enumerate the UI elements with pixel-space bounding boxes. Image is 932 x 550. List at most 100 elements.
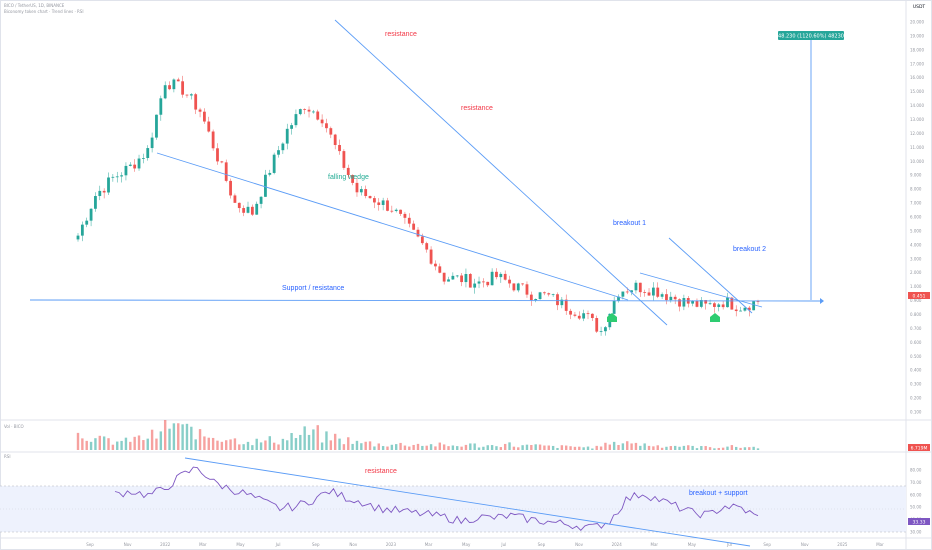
price-tick-label: 5.000 bbox=[910, 228, 922, 233]
volume-bar bbox=[373, 446, 376, 450]
volume-bar bbox=[530, 444, 533, 450]
volume-bar bbox=[364, 441, 367, 450]
volume-bar bbox=[691, 445, 694, 450]
volume-bar bbox=[634, 442, 638, 450]
candle-body bbox=[455, 275, 459, 277]
volume-bar bbox=[116, 441, 119, 450]
volume-bar bbox=[94, 438, 97, 450]
candle-body bbox=[94, 196, 97, 209]
price-tick-label: 14.000 bbox=[910, 103, 924, 108]
annotation-rsi-resistance[interactable]: resistance bbox=[365, 468, 397, 475]
candle-body bbox=[255, 203, 259, 215]
volume-bar bbox=[630, 443, 633, 450]
rsi-value-tag[interactable] bbox=[908, 518, 930, 525]
volume-bar bbox=[652, 446, 655, 450]
volume-bar bbox=[85, 440, 88, 450]
volume-bar bbox=[102, 436, 106, 450]
annotation-support-resistance[interactable]: Support / resistance bbox=[282, 285, 344, 292]
candle-body bbox=[695, 300, 699, 307]
volume-bar bbox=[259, 442, 263, 450]
volume-bar bbox=[246, 441, 250, 450]
volume-bar bbox=[517, 447, 520, 450]
annotation-resistance-mid[interactable]: resistance bbox=[461, 105, 493, 112]
candle-body bbox=[294, 114, 298, 126]
volume-bar bbox=[368, 441, 372, 450]
volume-bar bbox=[573, 446, 577, 450]
wedge-upper-trendline[interactable] bbox=[334, 19, 668, 326]
volume-value-text: 6.719M bbox=[911, 445, 928, 451]
breakout2-lower-trendline[interactable] bbox=[639, 272, 763, 308]
volume-bar bbox=[281, 438, 285, 450]
volume-bar bbox=[155, 438, 158, 450]
candle-body bbox=[407, 217, 411, 224]
wedge-lower-trendline[interactable] bbox=[156, 152, 629, 301]
annotation-resistance-top[interactable]: resistance bbox=[385, 31, 417, 38]
price-tick-label: 16.000 bbox=[910, 75, 924, 80]
symbol-header[interactable]: BICO / TetherUS, 1D, BINANCE bbox=[4, 3, 65, 8]
annotation-rsi-breakout-support[interactable]: breakout + support bbox=[689, 490, 748, 497]
volume-bar bbox=[229, 439, 232, 450]
rsi-resistance-line[interactable] bbox=[184, 457, 751, 547]
volume-series[interactable] bbox=[76, 420, 760, 450]
candle-body bbox=[224, 162, 228, 181]
annotation-falling-wedge[interactable]: falling wedge bbox=[328, 174, 369, 181]
support-resistance-line[interactable] bbox=[29, 299, 821, 302]
candle-body bbox=[508, 279, 511, 284]
volume-bar bbox=[255, 438, 258, 450]
price-tick-label: 11.000 bbox=[910, 145, 924, 150]
candle-body bbox=[499, 273, 503, 278]
volume-bar bbox=[617, 444, 620, 450]
candle-body bbox=[102, 190, 106, 193]
volume-bar bbox=[486, 445, 489, 450]
time-tick-label: 2024 bbox=[612, 542, 623, 547]
candle-body bbox=[634, 282, 638, 291]
volume-bar bbox=[660, 447, 664, 450]
price-tick-label: 2.000 bbox=[910, 270, 922, 275]
volume-bar bbox=[643, 443, 646, 450]
candle-body bbox=[403, 213, 407, 218]
indicator-header[interactable]: Biconomy token chart · Trend lines · RSI bbox=[4, 9, 84, 14]
candle-body bbox=[612, 300, 616, 314]
candle-body bbox=[229, 180, 232, 196]
rsi-line[interactable] bbox=[114, 466, 759, 531]
volume-bar bbox=[159, 431, 163, 450]
candle-body bbox=[473, 283, 477, 288]
candle-body bbox=[447, 279, 450, 282]
breakout1-marker-icon[interactable] bbox=[607, 313, 617, 322]
breakout2-marker-icon[interactable] bbox=[710, 313, 720, 322]
volume-bar bbox=[329, 440, 333, 450]
target-label-box[interactable] bbox=[778, 31, 844, 40]
candle-body bbox=[434, 263, 437, 267]
candle-body bbox=[704, 300, 708, 304]
candle-body bbox=[713, 303, 716, 307]
time-axis[interactable]: Sep Nov 2022 Mar May Jul Sep Nov 2023 Mar May Jul Se… bbox=[86, 542, 884, 547]
volume-bar bbox=[442, 444, 446, 450]
volume-bar bbox=[739, 447, 742, 450]
annotation-breakout-1[interactable]: breakout 1 bbox=[613, 220, 646, 227]
candle-body bbox=[115, 176, 119, 178]
time-tick-label: May bbox=[688, 542, 697, 547]
candle-body bbox=[481, 281, 485, 283]
volume-bar bbox=[312, 429, 315, 450]
price-tick-label: 3.000 bbox=[910, 256, 922, 261]
candle-body bbox=[651, 287, 655, 296]
volume-bar bbox=[678, 446, 681, 450]
price-tick-label: 6.000 bbox=[910, 215, 922, 220]
volume-bar bbox=[490, 445, 494, 450]
time-tick-label: Sep bbox=[312, 542, 320, 547]
price-axis[interactable]: 20.000 19.000 18.000 17.000 16.000 15.000 14.0… bbox=[910, 20, 924, 415]
volume-value-tag[interactable] bbox=[908, 444, 930, 451]
volume-bar bbox=[124, 437, 128, 450]
annotation-breakout-2[interactable]: breakout 2 bbox=[733, 246, 766, 253]
candlestick-series[interactable] bbox=[76, 75, 760, 336]
time-tick-label: Sep bbox=[538, 542, 546, 547]
drawing-tools[interactable] bbox=[29, 19, 824, 547]
volume-bar bbox=[434, 446, 437, 450]
candle-body bbox=[155, 114, 158, 138]
current-price-tag[interactable] bbox=[908, 292, 930, 299]
volume-bar bbox=[477, 447, 481, 450]
price-tick-label: 0.600 bbox=[910, 340, 922, 345]
candle-body bbox=[516, 283, 520, 291]
volume-bar bbox=[347, 437, 350, 450]
